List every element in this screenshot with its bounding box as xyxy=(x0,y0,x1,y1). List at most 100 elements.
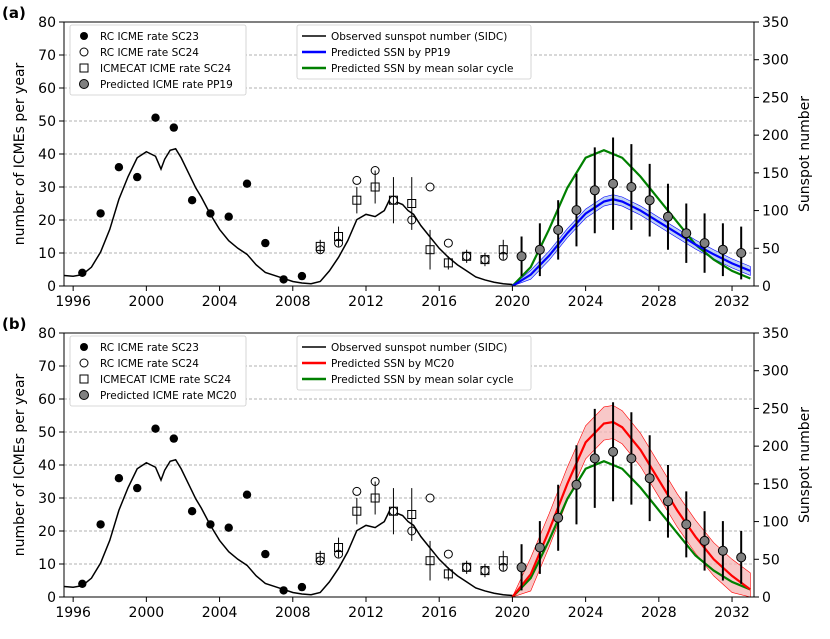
predicted-rate-point xyxy=(736,552,747,563)
predicted-rate-point xyxy=(516,562,527,573)
predicted-ssn-band xyxy=(512,194,751,286)
legend-right-box xyxy=(296,335,532,391)
x-tick-label: 2000 xyxy=(129,605,165,621)
legend-marker-grey-circle xyxy=(79,79,89,89)
rc-sc23-point xyxy=(169,434,179,443)
y-left-tick-label: 80 xyxy=(38,15,56,31)
y-left-tick-label: 20 xyxy=(38,524,56,540)
icmecat-point xyxy=(443,258,453,268)
legend-left-label: ICMECAT ICME rate SC24 xyxy=(100,63,231,75)
y-left-tick-label: 40 xyxy=(38,458,56,474)
predicted-rate-point xyxy=(662,211,673,222)
rc-sc23-point xyxy=(224,523,233,532)
legend-right: Observed sunspot number (SIDC) Predicted … xyxy=(296,24,532,80)
predicted-rate-point xyxy=(644,195,655,206)
legend-marker-open-square xyxy=(79,63,89,73)
predicted-rate-point xyxy=(699,238,710,249)
y-right-tick-label: 150 xyxy=(762,477,789,493)
x-tick-label: 2024 xyxy=(568,294,604,310)
icmecat-point xyxy=(480,255,490,265)
rc-sc23-point xyxy=(96,520,105,529)
y-left-tick-label: 60 xyxy=(38,392,56,408)
legend-right-label: Predicted SSN by mean solar cycle xyxy=(331,374,514,386)
predicted-rate-point xyxy=(571,479,582,490)
panel-a: 0 10 20 30 40 50 60 70 80 0 50 100 150 200 250 300 350 19… xyxy=(2,4,813,310)
predicted-rate-point xyxy=(681,228,692,239)
y-left-tick-label: 0 xyxy=(47,590,56,606)
icmecat-point xyxy=(462,562,472,572)
legend-left: RC ICME rate SC23 RC ICME rate SC24 ICMECA… xyxy=(69,24,247,96)
y-left-tick-label: 80 xyxy=(38,326,56,342)
icmecat-point xyxy=(334,543,344,552)
rc-sc23-point xyxy=(279,275,288,284)
predicted-rate-point xyxy=(589,453,600,464)
x-tick-label: 2012 xyxy=(348,605,384,621)
legend-left-box xyxy=(69,335,247,407)
y-right-tick-label: 350 xyxy=(762,15,789,31)
legend-right: Observed sunspot number (SIDC) Predicted … xyxy=(296,335,532,391)
legend-marker-filled-circle xyxy=(80,343,88,351)
predicted-rate-point xyxy=(736,248,747,258)
x-tick-label: 1996 xyxy=(55,294,91,310)
predicted-rate-point xyxy=(608,178,619,189)
legend-left-label: Predicted ICME rate PP19 xyxy=(100,79,233,91)
y-left-tick-label: 0 xyxy=(47,279,56,295)
legend-right-label: Observed sunspot number (SIDC) xyxy=(331,31,507,43)
icmecat-point xyxy=(388,506,398,516)
icmecat-point xyxy=(388,195,398,205)
x-tick-label: 2028 xyxy=(641,605,677,621)
observed-ssn-line xyxy=(64,458,513,597)
legend-right-box xyxy=(296,24,532,80)
icmecat-point xyxy=(407,510,417,519)
rc-sc23-point xyxy=(279,586,288,595)
legend-left-label: RC ICME rate SC24 xyxy=(100,47,199,59)
legend-marker-open-circle xyxy=(79,358,89,368)
rc-sc24-point xyxy=(425,182,435,192)
rc-sc23-point xyxy=(133,483,142,493)
predicted-rate-point xyxy=(717,244,728,255)
legend-left-label: RC ICME rate SC23 xyxy=(100,31,199,43)
y-left-tick-label: 70 xyxy=(38,359,56,375)
legend-marker-open-circle xyxy=(79,47,89,57)
rc-sc24-point xyxy=(352,486,362,496)
legend-left: RC ICME rate SC23 RC ICME rate SC24 ICMECA… xyxy=(69,335,247,407)
x-tick-label: 2004 xyxy=(202,605,238,621)
predicted-rate-point xyxy=(626,453,637,464)
legend-right-label: Predicted SSN by mean solar cycle xyxy=(331,63,514,75)
icmecat-point xyxy=(370,182,380,192)
predicted-ssn-line xyxy=(511,198,751,286)
y-left-tick-label: 10 xyxy=(38,246,56,262)
x-tick-label: 2028 xyxy=(641,294,677,310)
icmecat-point xyxy=(407,199,417,208)
rc-sc23-point xyxy=(151,424,160,433)
y-right-tick-label: 250 xyxy=(762,401,789,417)
x-tick-label: 2024 xyxy=(568,605,604,621)
rc-sc23-point xyxy=(151,113,160,122)
rc-sc23-point xyxy=(297,582,307,592)
y-left-axis-label: number of ICMEs per year xyxy=(12,62,28,245)
plot-area xyxy=(64,113,751,286)
icmecat-point xyxy=(425,556,435,566)
y-right-tick-label: 350 xyxy=(762,326,789,342)
icmecat-point xyxy=(352,506,362,516)
predicted-rate-point xyxy=(553,512,564,523)
predicted-rate-point xyxy=(553,224,564,235)
icmecat-point xyxy=(498,245,508,255)
predicted-rate-point xyxy=(681,519,692,530)
y-right-tick-label: 100 xyxy=(762,204,789,220)
y-right-tick-label: 0 xyxy=(762,590,771,606)
rc-sc23-point xyxy=(261,238,270,248)
legend-left-box xyxy=(69,24,247,96)
predicted-rate-point xyxy=(699,535,710,546)
plot-frame xyxy=(63,332,755,598)
predicted-rate-point xyxy=(534,542,545,553)
y-right-tick-label: 300 xyxy=(762,364,789,380)
x-tick-label: 2016 xyxy=(421,294,457,310)
panel-label: (b) xyxy=(2,315,26,333)
rc-sc23-point xyxy=(114,474,124,483)
y-left-tick-label: 40 xyxy=(38,147,56,163)
rc-sc23-point xyxy=(206,520,215,529)
x-tick-label: 2004 xyxy=(202,294,238,310)
y-right-axis-label: Sunspot number xyxy=(797,96,813,212)
predicted-rate-point xyxy=(516,251,527,262)
